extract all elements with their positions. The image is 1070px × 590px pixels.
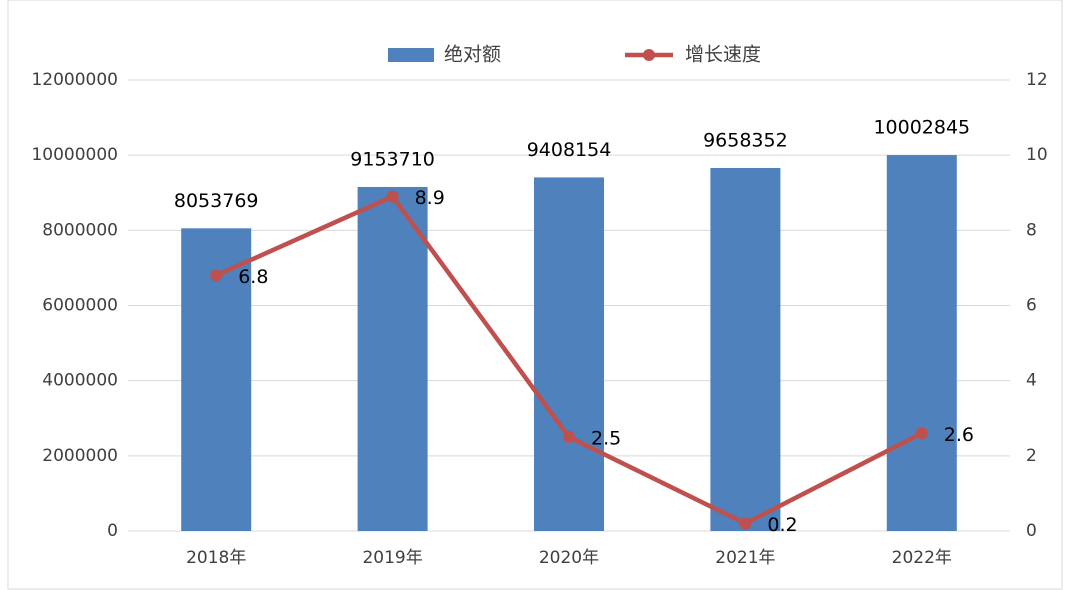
data-label: 6.8 <box>238 266 268 288</box>
y-tick-label: 12000000 <box>31 70 118 90</box>
data-label: 8.9 <box>415 187 445 209</box>
y2-tick-label: 12 <box>1026 70 1048 90</box>
legend-swatch <box>388 48 434 62</box>
y-tick-label: 6000000 <box>42 296 118 316</box>
line-marker <box>386 190 399 203</box>
y2-tick-label: 2 <box>1026 446 1037 466</box>
x-tick-label: 2018年 <box>186 548 246 568</box>
chart-border <box>7 0 1063 590</box>
line-marker <box>563 431 575 444</box>
line-marker <box>915 427 928 440</box>
x-tick-label: 2021年 <box>715 548 775 568</box>
y-tick-label: 10000000 <box>31 145 118 165</box>
data-label: 9408154 <box>527 139 612 161</box>
y-tick-label: 4000000 <box>42 371 118 391</box>
line-marker <box>210 269 223 282</box>
y2-tick-label: 6 <box>1026 296 1037 316</box>
x-tick-label: 2020年 <box>539 548 599 568</box>
x-tick-label: 2019年 <box>362 548 422 568</box>
y2-tick-label: 0 <box>1026 521 1037 541</box>
bar <box>886 155 957 531</box>
line-marker <box>739 517 752 530</box>
data-label: 9153710 <box>350 148 435 170</box>
data-label: 9658352 <box>703 130 788 152</box>
y2-tick-label: 4 <box>1026 371 1037 391</box>
legend-label: 增长速度 <box>685 44 761 66</box>
data-label: 2.6 <box>944 424 974 446</box>
bar <box>710 168 781 531</box>
data-label: 10002845 <box>873 117 970 139</box>
legend-marker <box>643 49 655 61</box>
y-tick-label: 0 <box>107 521 118 541</box>
data-label: 0.2 <box>767 514 797 536</box>
data-label: 2.5 <box>591 428 621 450</box>
bar <box>534 177 604 531</box>
y2-tick-label: 8 <box>1026 220 1037 240</box>
x-tick-label: 2022年 <box>892 548 952 568</box>
data-label: 8053769 <box>174 190 259 212</box>
legend-label: 绝对额 <box>444 44 501 66</box>
y2-tick-label: 10 <box>1026 145 1048 165</box>
y-tick-label: 2000000 <box>42 446 118 466</box>
y-tick-label: 8000000 <box>42 220 118 240</box>
bar <box>357 186 428 531</box>
